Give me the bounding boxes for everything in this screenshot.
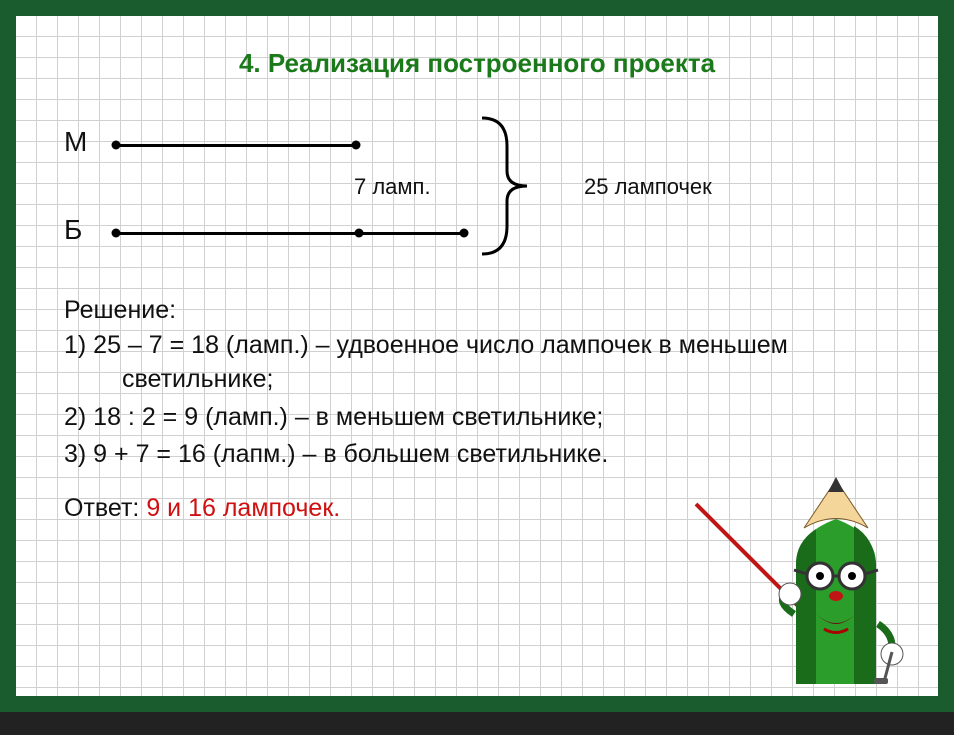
- bar-m-dot-start: [112, 141, 121, 150]
- bar-b: [116, 232, 464, 235]
- bar-m-dot-end: [352, 141, 361, 150]
- pencil-mascot-icon: [686, 474, 906, 684]
- solution-step-1: 1) 25 – 7 = 18 (ламп.) – удвоенное число…: [64, 329, 898, 397]
- brace-icon: [479, 116, 539, 256]
- total-label: 25 лампочек: [584, 174, 712, 200]
- answer-value: 9 и 16 лампочек.: [146, 494, 340, 522]
- slide-title: 4. Реализация построенного проекта: [16, 48, 938, 79]
- answer-prefix: Ответ:: [64, 494, 146, 522]
- bar-b-dot-mid: [355, 229, 364, 238]
- solution-step-3: 3) 9 + 7 = 16 (лапм.) – в большем светил…: [64, 438, 898, 472]
- diff-label: 7 ламп.: [354, 174, 431, 200]
- solution-step-2: 2) 18 : 2 = 9 (ламп.) – в меньшем светил…: [64, 401, 898, 435]
- bar-m: [116, 144, 356, 147]
- label-m: М: [64, 126, 87, 158]
- grid-paper: 4. Реализация построенного проекта М Б 7…: [14, 14, 940, 698]
- bar-b-dot-start: [112, 229, 121, 238]
- solution-heading: Решение:: [64, 296, 898, 325]
- slide-content: М Б 7 ламп. 25 лампочек Решение: 1) 25 –…: [64, 116, 898, 676]
- label-b: Б: [64, 214, 82, 246]
- bar-b-dot-end: [460, 229, 469, 238]
- bottom-bar: [0, 712, 954, 735]
- slide-frame: 4. Реализация построенного проекта М Б 7…: [0, 0, 954, 712]
- bar-diagram: М Б 7 ламп. 25 лампочек: [64, 116, 898, 276]
